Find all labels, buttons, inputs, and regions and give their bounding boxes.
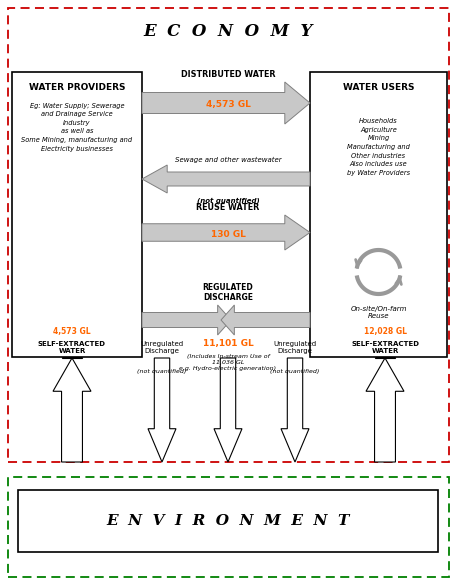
Bar <box>18 490 438 552</box>
Text: Unregulated
Discharge: Unregulated Discharge <box>273 341 317 354</box>
Text: (Includes In-stream Use of
11,036 GL
e.g. Hydro-electric generation): (Includes In-stream Use of 11,036 GL e.g… <box>180 354 276 371</box>
Polygon shape <box>214 358 242 462</box>
Text: 130 GL: 130 GL <box>211 230 245 239</box>
Text: Unregulated
Discharge: Unregulated Discharge <box>140 341 184 354</box>
Text: (not quantified): (not quantified) <box>197 197 260 204</box>
Text: (not quantified): (not quantified) <box>137 369 187 374</box>
Text: 11,101 GL: 11,101 GL <box>202 339 253 348</box>
Text: WATER USERS: WATER USERS <box>343 82 414 91</box>
Polygon shape <box>142 82 310 124</box>
Text: E  N  V  I  R  O  N  M  E  N  T: E N V I R O N M E N T <box>106 514 350 528</box>
Polygon shape <box>53 358 91 462</box>
Bar <box>12 72 142 357</box>
Text: (not quantified): (not quantified) <box>270 369 320 374</box>
Polygon shape <box>142 305 231 335</box>
Text: 4,573 GL: 4,573 GL <box>206 101 250 109</box>
Text: Sewage and other wastewater: Sewage and other wastewater <box>175 157 282 163</box>
Text: On-site/On-farm
Reuse: On-site/On-farm Reuse <box>350 306 407 319</box>
Text: E  C  O  N  O  M  Y: E C O N O M Y <box>143 23 313 40</box>
Polygon shape <box>148 358 176 462</box>
Text: SELF-EXTRACTED
WATER: SELF-EXTRACTED WATER <box>351 341 419 354</box>
Text: 4,573 GL: 4,573 GL <box>53 327 91 336</box>
Bar <box>62 357 82 358</box>
Bar <box>375 357 395 358</box>
Polygon shape <box>281 358 309 462</box>
Polygon shape <box>221 305 310 335</box>
Polygon shape <box>366 358 404 462</box>
Text: DISTRIBUTED WATER: DISTRIBUTED WATER <box>181 70 275 79</box>
Bar <box>310 72 447 357</box>
Polygon shape <box>142 215 310 250</box>
Text: Eg: Water Supply; Sewerage
and Drainage Service
Industry
as well as
Some Mining,: Eg: Water Supply; Sewerage and Drainage … <box>21 102 133 152</box>
Text: 12,028 GL: 12,028 GL <box>363 327 406 336</box>
Text: WATER PROVIDERS: WATER PROVIDERS <box>29 82 125 91</box>
Text: Households
Agriculture
Mining
Manufacturing and
Other industries
Also includes u: Households Agriculture Mining Manufactur… <box>347 118 410 176</box>
Polygon shape <box>142 165 310 193</box>
Text: SELF-EXTRACTED
WATER: SELF-EXTRACTED WATER <box>38 341 106 354</box>
Text: REGULATED
DISCHARGE: REGULATED DISCHARGE <box>202 283 253 302</box>
Text: REUSE WATER: REUSE WATER <box>197 203 260 212</box>
